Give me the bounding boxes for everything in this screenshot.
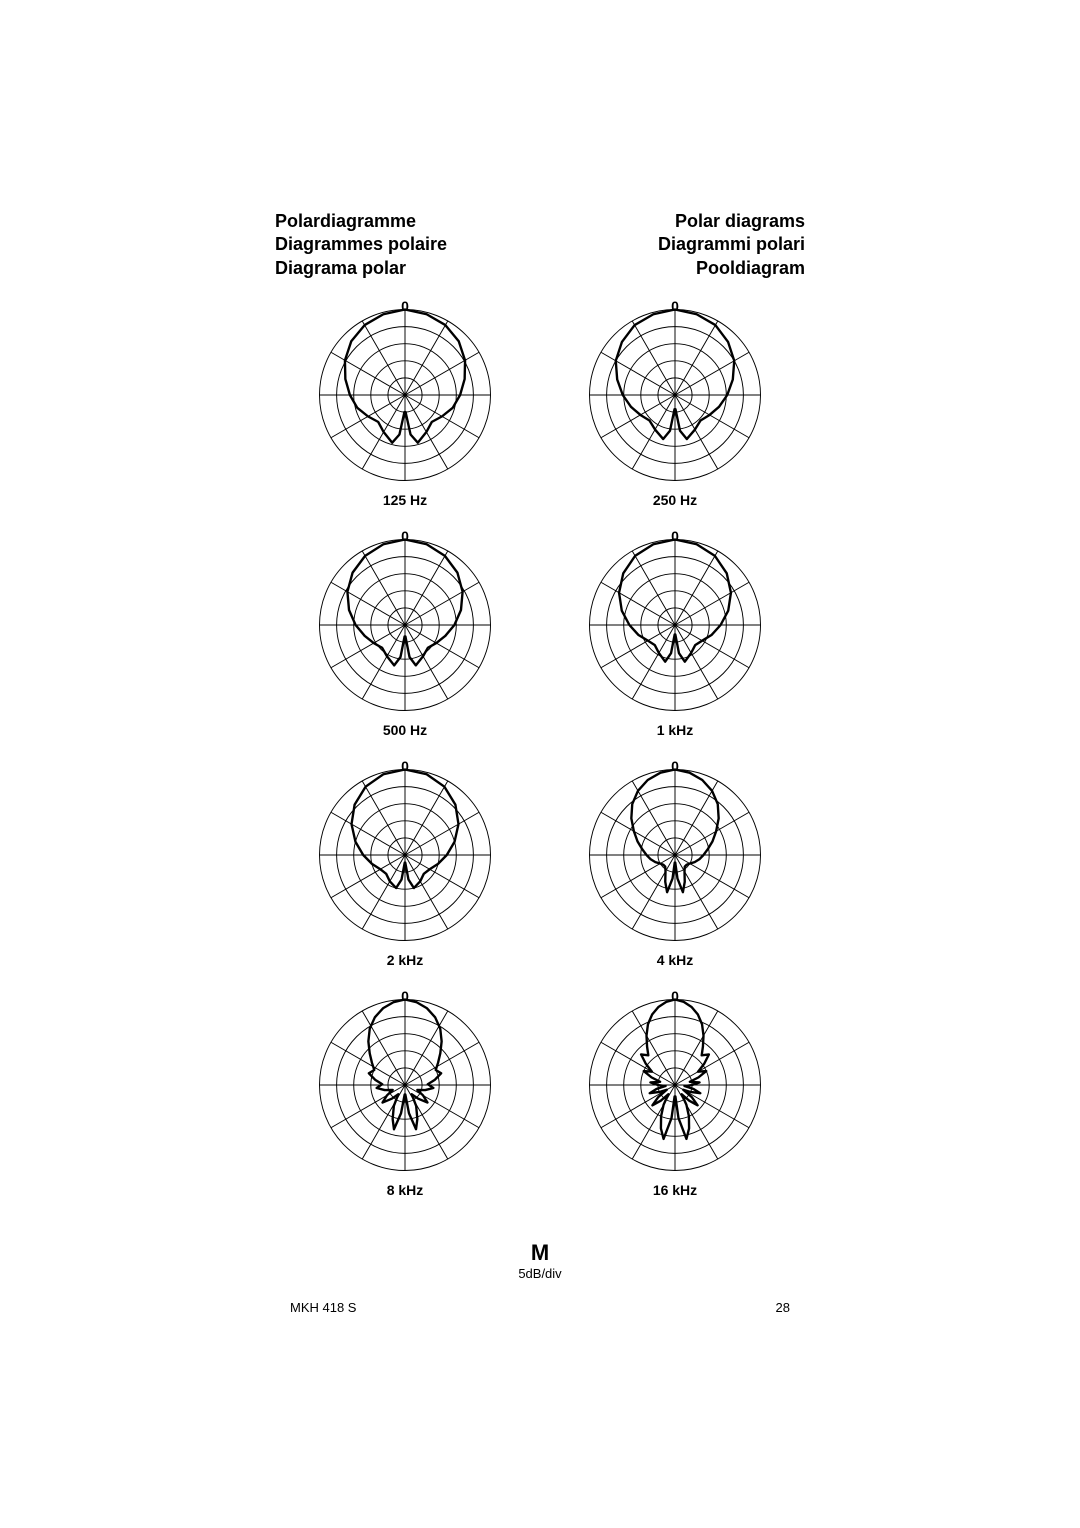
polar-svg (580, 530, 770, 720)
frequency-label: 4 kHz (657, 952, 694, 968)
scale-label: 5dB/div (0, 1266, 1080, 1281)
polar-diagram: 0 250 Hz (545, 300, 805, 530)
frequency-label: 500 Hz (383, 722, 427, 738)
bottom-labels: M 5dB/div (0, 1240, 1080, 1281)
zero-label: 0 (671, 298, 679, 314)
polar-svg (580, 990, 770, 1180)
model-label: MKH 418 S (290, 1300, 356, 1315)
title-es: Diagrama polar (275, 257, 447, 280)
zero-label: 0 (401, 528, 409, 544)
polar-svg (310, 300, 500, 490)
header: Polardiagramme Diagrammes polaire Diagra… (275, 210, 805, 280)
polar-grid: 0125 Hz0250 Hz0500 Hz01 kHz02 kHz04 kHz0… (275, 300, 805, 1220)
title-it: Diagrammi polari (658, 233, 805, 256)
polar-svg (310, 530, 500, 720)
frequency-label: 8 kHz (387, 1182, 424, 1198)
title-de: Polardiagramme (275, 210, 447, 233)
polar-svg (580, 760, 770, 950)
polar-diagram: 0 1 kHz (545, 530, 805, 760)
polar-svg (580, 300, 770, 490)
zero-label: 0 (401, 298, 409, 314)
polar-svg (310, 760, 500, 950)
zero-label: 0 (401, 758, 409, 774)
header-left: Polardiagramme Diagrammes polaire Diagra… (275, 210, 447, 280)
title-en: Polar diagrams (658, 210, 805, 233)
page: Polardiagramme Diagrammes polaire Diagra… (0, 0, 1080, 1528)
polar-diagram: 0 16 kHz (545, 990, 805, 1220)
zero-label: 0 (671, 758, 679, 774)
polar-diagram: 0 2 kHz (275, 760, 535, 990)
title-nl: Pooldiagram (658, 257, 805, 280)
zero-label: 0 (671, 988, 679, 1004)
title-fr: Diagrammes polaire (275, 233, 447, 256)
frequency-label: 16 kHz (653, 1182, 697, 1198)
polar-diagram: 0 8 kHz (275, 990, 535, 1220)
page-number: 28 (776, 1300, 790, 1315)
header-right: Polar diagrams Diagrammi polari Pooldiag… (658, 210, 805, 280)
frequency-label: 250 Hz (653, 492, 697, 508)
frequency-label: 125 Hz (383, 492, 427, 508)
m-label: M (0, 1240, 1080, 1266)
polar-svg (310, 990, 500, 1180)
frequency-label: 1 kHz (657, 722, 694, 738)
frequency-label: 2 kHz (387, 952, 424, 968)
polar-diagram: 0 4 kHz (545, 760, 805, 990)
polar-diagram: 0 500 Hz (275, 530, 535, 760)
page-footer: MKH 418 S 28 (290, 1300, 790, 1315)
zero-label: 0 (401, 988, 409, 1004)
zero-label: 0 (671, 528, 679, 544)
polar-diagram: 0 125 Hz (275, 300, 535, 530)
